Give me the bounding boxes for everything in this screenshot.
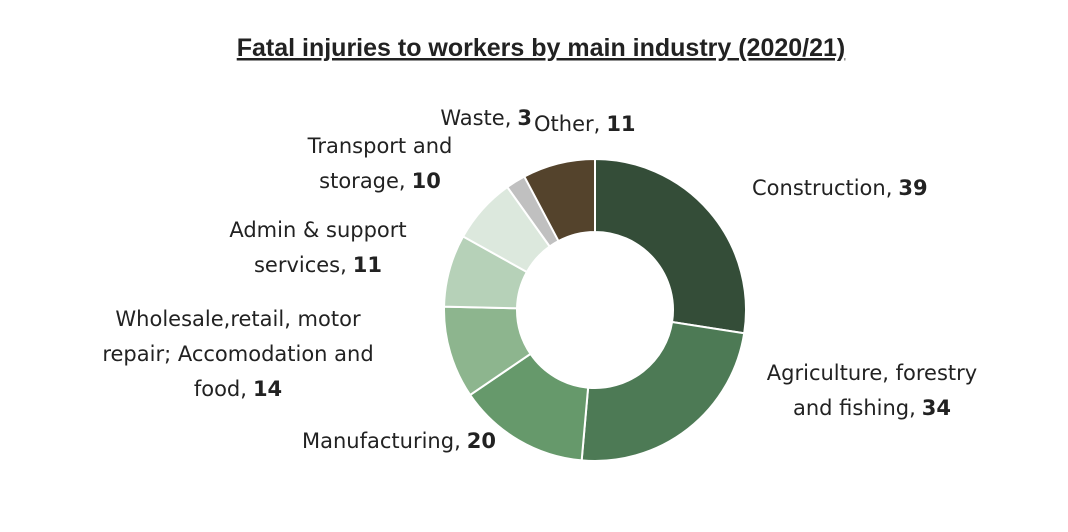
label-name: Other, bbox=[534, 112, 600, 136]
label-value: 34 bbox=[922, 396, 951, 420]
label-name: Wholesale,retail, motor bbox=[115, 307, 361, 331]
slice-label: storage, 10 bbox=[319, 169, 441, 193]
slice-label: Transport and bbox=[307, 134, 453, 158]
slice-label: food, 14 bbox=[194, 377, 282, 401]
slice-label: Agriculture, forestry bbox=[767, 361, 977, 385]
label-value: 11 bbox=[353, 253, 382, 277]
label-value: 20 bbox=[467, 429, 496, 453]
slice-label: services, 11 bbox=[254, 253, 382, 277]
label-name: Agriculture, forestry bbox=[767, 361, 977, 385]
slice-label: Wholesale,retail, motor bbox=[115, 307, 361, 331]
slice-label: Construction, 39 bbox=[752, 176, 928, 200]
label-value: 11 bbox=[606, 112, 635, 136]
label-name: and fishing, bbox=[793, 396, 916, 420]
label-name: repair; Accomodation and bbox=[102, 342, 373, 366]
slice-label: Waste, 3 bbox=[440, 106, 532, 130]
label-value: 10 bbox=[412, 169, 441, 193]
slice-label: and fishing, 34 bbox=[793, 396, 951, 420]
slice-label: Manufacturing, 20 bbox=[302, 429, 496, 453]
donut-slice bbox=[580, 320, 746, 462]
label-name: Admin & support bbox=[229, 218, 406, 242]
label-name: Transport and bbox=[307, 134, 453, 158]
label-name: Construction, bbox=[752, 176, 892, 200]
slice-label: Admin & support bbox=[229, 218, 406, 242]
label-name: food, bbox=[194, 377, 247, 401]
slice-label: repair; Accomodation and bbox=[102, 342, 373, 366]
label-value: 39 bbox=[898, 176, 927, 200]
chart-title: Fatal injuries to workers by main indust… bbox=[237, 34, 846, 62]
donut-slice bbox=[594, 157, 747, 335]
label-value: 14 bbox=[253, 377, 282, 401]
label-name: storage, bbox=[319, 169, 405, 193]
slice-label: Other, 11 bbox=[534, 112, 636, 136]
label-name: Waste, bbox=[440, 106, 511, 130]
donut-slice bbox=[523, 157, 596, 243]
label-name: services, bbox=[254, 253, 347, 277]
label-value: 3 bbox=[517, 106, 532, 130]
label-name: Manufacturing, bbox=[302, 429, 461, 453]
